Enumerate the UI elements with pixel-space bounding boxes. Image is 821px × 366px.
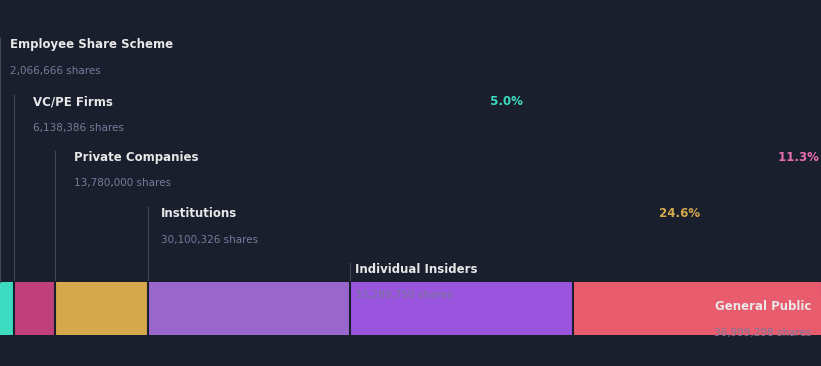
Bar	[14, 282, 55, 335]
Text: Employee Share Scheme 1.7%: Employee Share Scheme 1.7%	[10, 38, 209, 52]
Text: 11.3%: 11.3%	[774, 151, 819, 164]
Text: 30.2%: 30.2%	[811, 300, 821, 313]
Text: Private Companies: Private Companies	[74, 151, 199, 164]
Text: 2,066,666 shares: 2,066,666 shares	[10, 66, 101, 76]
Text: Individual Insiders: Individual Insiders	[355, 263, 477, 276]
Bar	[350, 282, 573, 335]
Text: 13,780,000 shares: 13,780,000 shares	[74, 178, 171, 188]
Bar	[573, 282, 821, 335]
Text: 24.6%: 24.6%	[655, 207, 700, 220]
Text: VC/PE Firms: VC/PE Firms	[33, 95, 112, 108]
Text: Individual Insiders 27.2%: Individual Insiders 27.2%	[355, 263, 522, 276]
Text: 33,289,750 shares: 33,289,750 shares	[355, 290, 452, 300]
Text: Employee Share Scheme: Employee Share Scheme	[10, 38, 173, 52]
Text: VC/PE Firms 5.0%: VC/PE Firms 5.0%	[33, 95, 149, 108]
Text: General Public: General Public	[715, 300, 811, 313]
Bar	[148, 282, 350, 335]
Text: Institutions: Institutions	[161, 207, 237, 220]
Text: 6,138,386 shares: 6,138,386 shares	[33, 123, 124, 132]
Text: 30,100,326 shares: 30,100,326 shares	[161, 235, 258, 245]
Bar	[0, 282, 14, 335]
Text: Private Companies 11.3%: Private Companies 11.3%	[74, 151, 243, 164]
Text: 5.0%: 5.0%	[486, 95, 523, 108]
Bar	[55, 282, 148, 335]
Text: Institutions 24.6%: Institutions 24.6%	[161, 207, 282, 220]
Text: 36,999,298 shares: 36,999,298 shares	[713, 328, 811, 337]
